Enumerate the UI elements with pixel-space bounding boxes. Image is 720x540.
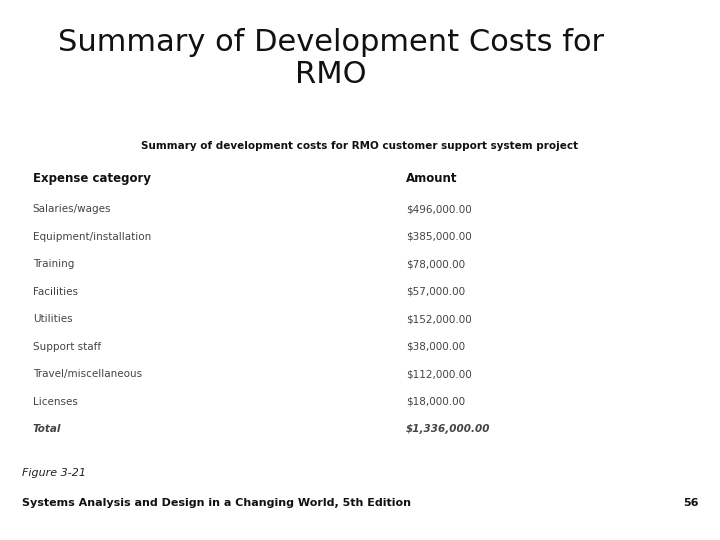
Text: 56: 56 <box>683 497 698 508</box>
Text: Summary of development costs for RMO customer support system project: Summary of development costs for RMO cus… <box>141 141 579 151</box>
Text: $78,000.00: $78,000.00 <box>406 259 465 269</box>
Text: $57,000.00: $57,000.00 <box>406 287 465 296</box>
Text: Summary of Development Costs for: Summary of Development Costs for <box>58 28 604 57</box>
Text: $38,000.00: $38,000.00 <box>406 342 465 352</box>
Text: Facilities: Facilities <box>32 287 78 296</box>
Text: Licenses: Licenses <box>32 396 78 407</box>
Text: Systems Analysis and Design in a Changing World, 5th Edition: Systems Analysis and Design in a Changin… <box>22 497 410 508</box>
Text: $152,000.00: $152,000.00 <box>406 314 472 324</box>
Text: Amount: Amount <box>406 172 457 185</box>
Text: $112,000.00: $112,000.00 <box>406 369 472 379</box>
Text: Total: Total <box>32 424 61 434</box>
Text: Salaries/wages: Salaries/wages <box>32 204 111 214</box>
Text: Expense category: Expense category <box>32 172 150 185</box>
Text: Training: Training <box>32 259 74 269</box>
Text: $385,000.00: $385,000.00 <box>406 232 472 241</box>
Text: Equipment/installation: Equipment/installation <box>32 232 151 241</box>
Text: Figure 3-21: Figure 3-21 <box>22 468 86 478</box>
Text: RMO: RMO <box>295 60 367 89</box>
Text: Support staff: Support staff <box>32 342 101 352</box>
Text: 3: 3 <box>665 20 685 48</box>
Text: Utilities: Utilities <box>32 314 72 324</box>
Text: Travel/miscellaneous: Travel/miscellaneous <box>32 369 142 379</box>
Text: $18,000.00: $18,000.00 <box>406 396 465 407</box>
Text: $1,336,000.00: $1,336,000.00 <box>406 424 490 434</box>
Text: $496,000.00: $496,000.00 <box>406 204 472 214</box>
